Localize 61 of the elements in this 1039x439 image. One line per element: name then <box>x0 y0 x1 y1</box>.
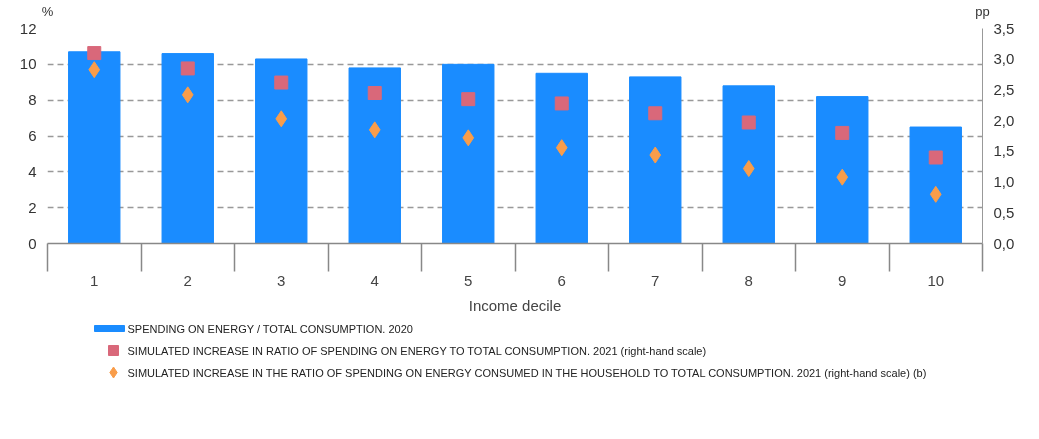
y2-tick-label: 3,5 <box>993 19 1015 37</box>
point <box>649 146 662 164</box>
y2-tick-label: 1,0 <box>993 173 1015 191</box>
x-tick-label: 1 <box>90 271 99 289</box>
x-tick-label: 10 <box>927 271 945 289</box>
point <box>368 121 381 139</box>
point <box>180 61 195 76</box>
x-tick-label: 3 <box>277 271 286 289</box>
y-tick-label: 10 <box>19 55 37 73</box>
point <box>929 185 942 203</box>
y-axis-title: % <box>41 3 54 19</box>
bar <box>348 67 401 244</box>
point <box>274 75 289 90</box>
point <box>461 92 476 107</box>
y2-tick-label: 3,0 <box>993 50 1015 68</box>
point <box>555 139 568 157</box>
x-tick-label: 9 <box>838 271 847 289</box>
y-tick-label: 2 <box>28 198 37 216</box>
legend-label: SIMULATED INCREASE IN RATIO OF SPENDING ON ENERGY TO TOTAL CONSUMPTION. 2021 (right-hand scale) <box>127 344 707 357</box>
y-tick-label: 6 <box>28 127 37 144</box>
point <box>462 129 475 147</box>
legend-label: SIMULATED INCREASE IN THE RATIO OF SPENDING ON ENERGY CONSUMED IN THE HOUSEHOLD TO TOTAL CONSUMPTION. 2021 (right-hand scale) (b) <box>127 366 927 379</box>
x-tick-label: 7 <box>651 271 660 289</box>
bar <box>535 72 588 244</box>
x-tick-label: 5 <box>464 271 473 289</box>
y-tick-label: 12 <box>19 19 37 37</box>
x-tick-label: 2 <box>183 271 192 289</box>
legend-label: SPENDING ON ENERGY / TOTAL CONSUMPTION. 2020 <box>127 322 413 335</box>
point <box>836 168 849 186</box>
point <box>181 86 194 104</box>
x-tick-label: 4 <box>370 271 379 289</box>
bar <box>161 53 214 244</box>
y2-tick-label: 0,0 <box>993 234 1015 252</box>
point <box>928 150 943 165</box>
bar <box>722 85 775 244</box>
y2-tick-label: 2,0 <box>993 111 1015 129</box>
point <box>367 86 382 100</box>
point <box>742 160 755 178</box>
bar <box>909 126 962 244</box>
y-tick-label: 4 <box>28 162 37 180</box>
point <box>88 61 101 79</box>
point <box>275 110 288 128</box>
y2-tick-label: 0,5 <box>993 203 1015 221</box>
bar <box>442 63 495 244</box>
x-tick-label: 6 <box>557 271 566 289</box>
y-tick-label: 0 <box>28 234 37 252</box>
x-axis-title: Income decile <box>468 296 562 314</box>
bar <box>629 76 682 244</box>
bar <box>68 51 121 244</box>
bar <box>255 58 308 244</box>
y2-tick-label: 2,5 <box>993 80 1015 98</box>
x-tick-label: 8 <box>744 271 753 289</box>
point <box>741 115 756 130</box>
point <box>648 106 663 121</box>
y-tick-label: 8 <box>28 91 37 109</box>
y2-axis-title: pp <box>975 3 990 19</box>
y2-tick-label: 1,5 <box>993 142 1015 160</box>
point <box>554 96 569 111</box>
point <box>87 46 102 61</box>
bar <box>816 96 869 244</box>
point <box>835 125 850 140</box>
